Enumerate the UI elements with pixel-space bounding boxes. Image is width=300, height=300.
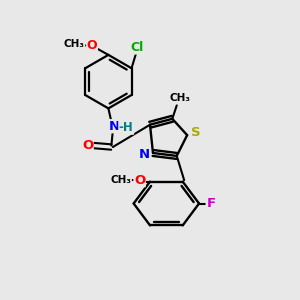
Text: CH₃: CH₃ bbox=[169, 93, 190, 103]
Text: -H: -H bbox=[119, 121, 134, 134]
Text: Cl: Cl bbox=[131, 41, 144, 54]
Text: CH₃: CH₃ bbox=[64, 40, 85, 50]
Text: O: O bbox=[82, 139, 93, 152]
Text: F: F bbox=[206, 197, 215, 210]
Text: O: O bbox=[134, 174, 145, 187]
Text: O: O bbox=[87, 40, 98, 52]
Text: N: N bbox=[139, 148, 150, 161]
Text: CH₃: CH₃ bbox=[110, 175, 131, 185]
Text: N: N bbox=[109, 120, 120, 133]
Text: S: S bbox=[191, 126, 200, 139]
